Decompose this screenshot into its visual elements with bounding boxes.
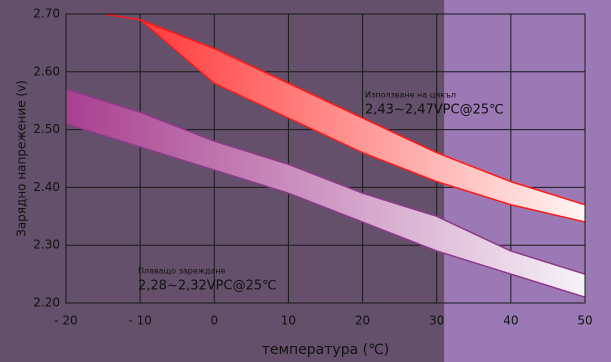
y-tick-label: 2.30 xyxy=(33,238,60,252)
band-area xyxy=(66,89,585,298)
band-upper-edge xyxy=(102,14,585,206)
y-tick-label: 2.40 xyxy=(33,180,60,194)
band-label: 2,43~2,47VPC@25℃ xyxy=(365,103,504,118)
band-name: Плаващо зареждане xyxy=(138,267,226,276)
x-tick-label: 40 xyxy=(503,314,518,328)
band-name: Използване на цикъл xyxy=(365,91,456,100)
band-label: 2,28~2,32VPC@25℃ xyxy=(138,279,277,294)
y-tick-label: 2.70 xyxy=(33,7,60,21)
y-tick-label: 2.50 xyxy=(33,122,60,136)
x-tick-label: 50 xyxy=(577,314,592,328)
x-tick-label: 10 xyxy=(281,314,296,328)
y-tick-label: 2.20 xyxy=(33,296,60,310)
plot-border xyxy=(65,13,586,304)
x-tick-label: - 10 xyxy=(128,314,151,328)
band-lower-edge xyxy=(66,123,585,298)
y-tick-label: 2.60 xyxy=(33,64,60,78)
band-lower-edge xyxy=(139,19,585,223)
x-axis-label: температура (℃) xyxy=(262,342,390,358)
plot-area xyxy=(66,14,585,298)
y-axis-label: Зарядно напрежение (v) xyxy=(15,80,29,237)
band-area xyxy=(103,14,585,223)
x-tick-label: 0 xyxy=(210,314,218,328)
band-upper-edge xyxy=(66,88,585,275)
x-tick-label: 20 xyxy=(355,314,370,328)
x-tick-label: 30 xyxy=(429,314,444,328)
x-tick-label: - 20 xyxy=(54,314,77,328)
